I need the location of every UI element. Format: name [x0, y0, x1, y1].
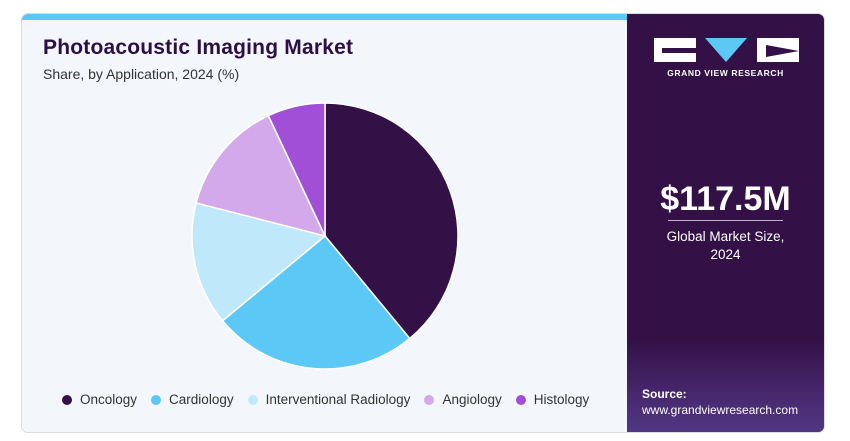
legend-label: Cardiology: [169, 392, 234, 407]
legend-item-histology: Histology: [515, 392, 590, 407]
legend-swatch: [515, 394, 526, 405]
legend-label: Oncology: [80, 392, 138, 407]
pie-slice-histology: [267, 102, 326, 237]
legend-label: Histology: [533, 392, 590, 407]
legend-label: Angiology: [442, 392, 502, 407]
market-sidebar: GRAND VIEW RESEARCH $117.5M Global Marke…: [627, 14, 824, 432]
accent-bar: [22, 14, 627, 20]
pie-slice-cardiology: [221, 234, 411, 370]
divider: [668, 220, 783, 221]
pie-slice-interventional-radiology: [191, 202, 327, 322]
market-size-label: Global Market Size, 2024: [627, 228, 824, 264]
source-label: Source:: [642, 387, 687, 401]
pie-slice-oncology: [324, 102, 459, 340]
legend-item-cardiology: Cardiology: [151, 392, 234, 407]
pie-slice-angiology: [195, 114, 327, 238]
chart-subtitle: Share, by Application, 2024 (%): [43, 66, 240, 82]
legend-swatch: [424, 394, 435, 405]
market-size-label-line1: Global Market Size,: [666, 229, 785, 244]
market-size-value: $117.5M: [660, 180, 791, 218]
legend-swatch: [62, 394, 72, 405]
legend-swatch: [247, 394, 258, 405]
legend-item-oncology: Oncology: [62, 392, 137, 407]
legend-swatch: [151, 394, 162, 405]
legend-label: Interventional Radiology: [265, 392, 411, 407]
grand-view-research-logo: [654, 38, 799, 62]
logo-wordmark: GRAND VIEW RESEARCH: [667, 68, 784, 78]
chart-card: Photoacoustic Imaging Market Share, by A…: [22, 14, 824, 432]
legend-item-interventional-radiology: Interventional Radiology: [247, 392, 411, 407]
pie-chart: [191, 102, 459, 370]
chart-panel: Photoacoustic Imaging Market Share, by A…: [22, 14, 627, 432]
market-size-label-line2: 2024: [710, 247, 741, 262]
chart-title: Photoacoustic Imaging Market: [43, 36, 354, 59]
chart-legend: Oncology Cardiology Interventional Radiolo…: [62, 392, 622, 407]
source-link[interactable]: www.grandviewresearch.com: [642, 403, 799, 417]
sidebar-footer-band: [627, 340, 824, 432]
legend-item-angiology: Angiology: [424, 392, 502, 407]
